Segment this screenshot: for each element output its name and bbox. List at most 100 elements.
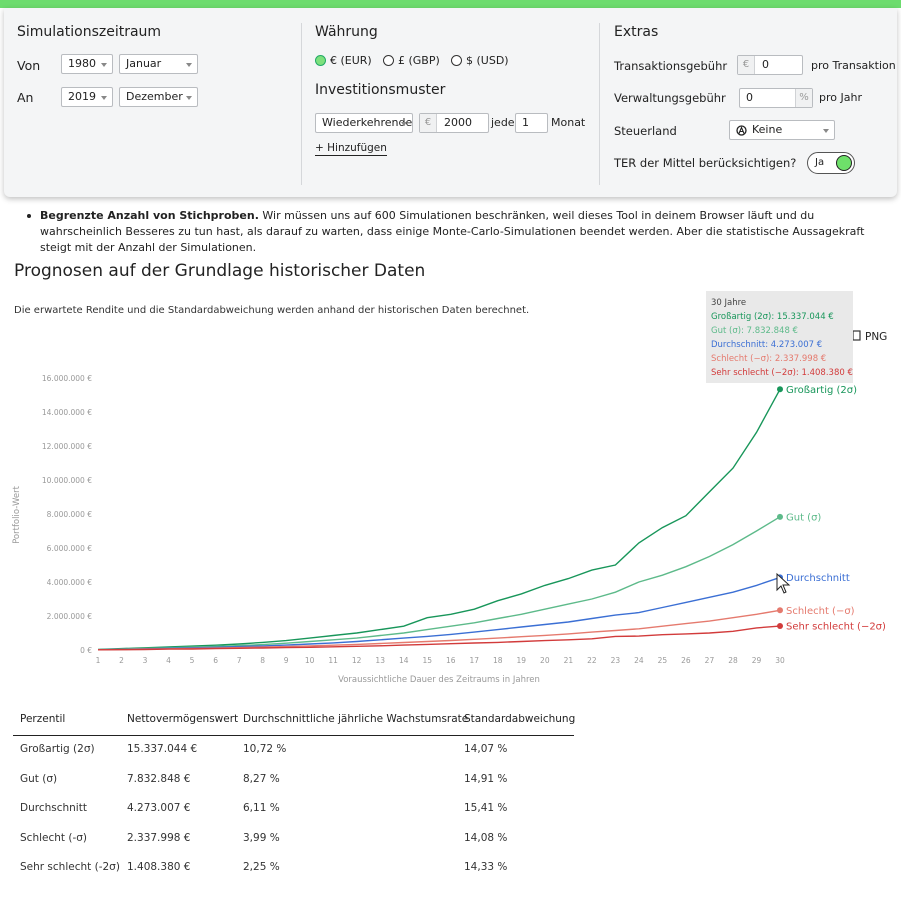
y-tick-label: 0 €	[80, 646, 92, 655]
table-cell: 1.408.380 €	[127, 861, 191, 873]
series-line	[97, 625, 781, 651]
table-cell: Gut (σ)	[20, 772, 58, 785]
table-cell: 8,27 %	[243, 772, 280, 785]
y-tick-label: 10.000.000 €	[42, 476, 92, 485]
table-rule	[13, 735, 574, 736]
radio-dot	[383, 55, 394, 66]
table-cell: 15,41 %	[464, 802, 508, 814]
currency-radio[interactable]: € (EUR)	[315, 54, 372, 67]
series-line	[97, 576, 781, 651]
currency-radio[interactable]: $ (USD)	[451, 54, 509, 67]
radio-label: £ (GBP)	[398, 54, 440, 67]
y-tick-label: 6.000.000 €	[47, 544, 93, 553]
month-select[interactable]: Januar	[119, 54, 198, 74]
x-tick-label: 19	[517, 656, 527, 665]
month-select[interactable]: Dezember	[119, 87, 198, 107]
fee-input[interactable]: €0	[737, 55, 803, 75]
x-tick-label: 14	[399, 656, 409, 665]
toggle-label: Ja	[815, 157, 825, 168]
x-tick-label: 20	[540, 656, 550, 665]
table-cell: 14,91 %	[464, 772, 508, 785]
country-select[interactable]: Keine	[729, 120, 835, 140]
currency-prefix: €	[420, 114, 437, 132]
add-link[interactable]: + Hinzufügen	[315, 142, 387, 156]
table-cell: 15.337.044 €	[127, 743, 198, 755]
end-point	[777, 623, 783, 630]
tooltip-line: Großartig (2σ): 15.337.044 €	[711, 312, 834, 322]
x-tick-label: 17	[470, 656, 480, 665]
x-tick-label: 11	[328, 656, 338, 665]
end-point	[777, 513, 783, 520]
y-tick-label: 12.000.000 €	[42, 442, 92, 451]
radio-label: $ (USD)	[466, 54, 509, 67]
year-select[interactable]: 1980	[61, 54, 113, 74]
table-cell: 14,08 %	[464, 831, 508, 844]
tooltip-line: Gut (σ): 7.832.848 €	[711, 326, 798, 336]
table-cell: 4.273.007 €	[127, 802, 191, 814]
table-cell: 3,99 %	[243, 831, 280, 844]
chart-title: Prognosen auf der Grundlage historischer…	[14, 261, 425, 281]
x-tick-label: 5	[190, 656, 195, 665]
cursor	[776, 572, 791, 594]
fee: 0	[746, 91, 753, 104]
table-header: Nettovermögenswert	[127, 713, 239, 725]
table-cell: 14,33 %	[464, 861, 508, 873]
x-tick-label: 27	[705, 656, 715, 665]
divider	[599, 23, 600, 185]
divider	[301, 23, 302, 185]
table-header: Durchschnittliche jährliche Wachstumsrat…	[243, 713, 469, 725]
export-label[interactable]: PNG	[865, 331, 887, 343]
note-bold: Begrenzte Anzahl von Stichproben.	[40, 209, 259, 222]
bullet	[27, 214, 31, 218]
x-tick-label: 29	[752, 656, 762, 665]
label: pro Jahr	[819, 91, 862, 104]
tooltip-box	[706, 291, 853, 383]
radio-dot	[451, 55, 462, 66]
tooltip-title: 30 Jahre	[711, 298, 746, 308]
y-tick-label: 2.000.000 €	[47, 612, 93, 621]
x-tick-label: 25	[658, 656, 668, 665]
x-tick-label: 1	[96, 656, 101, 665]
label: Monat	[551, 116, 586, 129]
y-axis-title: Portfolio-Wert	[12, 485, 22, 543]
x-tick-label: 3	[143, 656, 148, 665]
label: An	[17, 90, 34, 105]
y-tick-label: 4.000.000 €	[47, 578, 93, 587]
tooltip-line: Durchschnitt: 4.273.007 €	[711, 340, 822, 350]
table-cell: 6,11 %	[243, 802, 280, 814]
table-cell: Schlecht (-σ)	[20, 831, 87, 844]
x-tick-label: 30	[775, 656, 785, 665]
table-header: Perzentil	[20, 713, 66, 725]
export-button[interactable]: PNG	[852, 330, 887, 343]
pattern-select[interactable]: Wiederkehrende	[315, 113, 413, 133]
x-tick-label: 24	[634, 656, 644, 665]
series-label: Sehr schlecht (−2σ)	[786, 622, 886, 633]
label: pro Transaktion	[811, 59, 896, 72]
currency-radio[interactable]: £ (GBP)	[383, 54, 440, 67]
interval-input[interactable]: 1	[515, 113, 548, 133]
section-title: Währung	[315, 24, 378, 40]
x-tick-label: 16	[446, 656, 456, 665]
y-tick-label: 8.000.000 €	[47, 510, 93, 519]
x-tick-label: 18	[493, 656, 503, 665]
table-cell: 2.337.998 €	[127, 831, 191, 844]
series-label: Großartig (2σ)	[786, 385, 857, 396]
x-tick-label: 13	[375, 656, 385, 665]
fee-input[interactable]: 0%	[739, 88, 813, 108]
ter-toggle[interactable]: Ja	[807, 152, 855, 174]
table-cell: Durchschnitt	[20, 802, 87, 814]
x-tick-label: 8	[260, 656, 265, 665]
x-tick-label: 28	[728, 656, 738, 665]
section-title: Simulationszeitraum	[17, 24, 162, 40]
table-header: Standardabweichung	[464, 713, 576, 725]
chart-subtitle: Die erwartete Rendite und die Standardab…	[14, 305, 529, 316]
year-select[interactable]: 2019	[61, 87, 113, 107]
end-point	[777, 386, 783, 393]
x-tick-label: 9	[284, 656, 289, 665]
x-tick-label: 6	[213, 656, 218, 665]
amount-input[interactable]: €2000	[419, 113, 489, 133]
y-tick-label: 14.000.000 €	[42, 408, 92, 417]
series-label: Schlecht (−σ)	[786, 606, 855, 617]
note-text: Wir müssen uns auf 600 Simulationen besc…	[40, 209, 865, 254]
